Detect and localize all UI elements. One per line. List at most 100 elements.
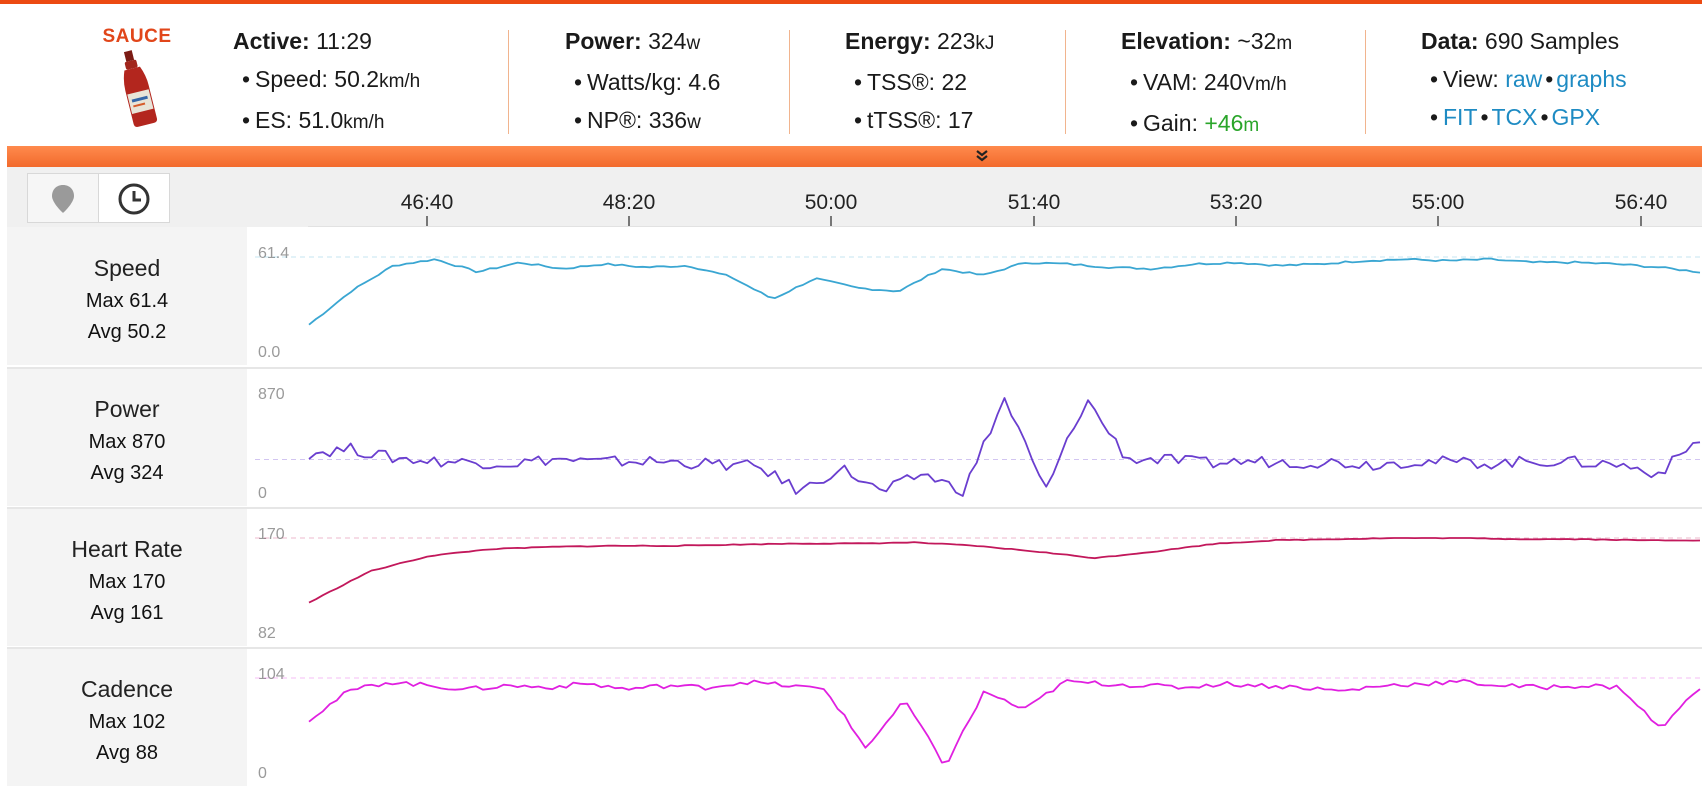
panel-separator (7, 507, 1702, 509)
collapse-header-bar[interactable] (7, 146, 1702, 167)
es-value: 51.0 (298, 107, 344, 133)
elevation-unit: m (1276, 33, 1293, 54)
summary-header: SAUCE Active: 11:29 • Speed: 50.2km/h • ES… (7, 4, 1702, 146)
sauce-logo-text: SAUCE (102, 26, 172, 47)
stat-divider (508, 30, 509, 134)
clock-icon (118, 183, 150, 215)
panel-avg: Avg 324 (90, 462, 164, 484)
stat-divider (789, 30, 790, 134)
graphs-link[interactable]: graphs (1556, 66, 1627, 92)
bullet: • (241, 107, 251, 133)
time-tick-mark (426, 216, 428, 226)
time-tick-label: 46:40 (400, 191, 454, 214)
time-tick-label: 56:40 (1614, 191, 1668, 214)
stat-divider (1365, 30, 1366, 134)
time-tick-label: 55:00 (1411, 191, 1465, 214)
panel-avg: Avg 161 (90, 602, 164, 624)
np-unit: w (687, 112, 701, 133)
stat-elevation: Elevation: ~32m • VAM: 240Vm/h • Gain: +46… (1121, 22, 1292, 145)
bullet: • (1129, 69, 1139, 95)
time-tick-mark (1640, 216, 1642, 226)
panel-label-speed: Speed Max 61.4 Avg 50.2 (7, 227, 247, 365)
time-tick-label: 50:00 (804, 191, 858, 214)
bullet: • (573, 107, 583, 133)
gain-value: +46 (1204, 110, 1244, 136)
time-tick-mark (1235, 216, 1237, 226)
panel-label-heart-rate: Heart Rate Max 170 Avg 161 (7, 508, 247, 646)
power-unit: w (686, 33, 701, 54)
panel-name: Heart Rate (71, 536, 183, 562)
axis-top-value: 870 (258, 386, 285, 403)
stat-energy: Energy: 223kJ • TSS®: 22 • tTSS®: 17 (845, 22, 994, 139)
panel-name: Speed (93, 255, 161, 281)
series-line-heart-rate (308, 537, 1701, 604)
raw-link[interactable]: raw (1505, 66, 1543, 92)
gain-label: Gain: (1143, 110, 1198, 136)
panel-label-power: Power Max 870 Avg 324 (7, 368, 247, 506)
vam-value: 240 (1203, 69, 1243, 95)
vam-unit: Vm/h (1242, 74, 1287, 95)
axis-bottom-value: 0 (258, 485, 267, 502)
series-line-cadence (308, 678, 1701, 764)
elevation-label: Elevation: (1121, 28, 1231, 54)
bullet: • (853, 107, 863, 133)
series-line-power (308, 397, 1701, 497)
bullet: • (1129, 110, 1139, 136)
time-tick-mark (1437, 216, 1439, 226)
wkg-label: Watts/kg: (587, 69, 682, 95)
axis-top-value: 170 (258, 526, 285, 543)
panel-max: Max 61.4 (85, 290, 169, 312)
panel-name: Cadence (80, 676, 174, 702)
tcx-link[interactable]: TCX (1491, 104, 1538, 130)
sauce-bottle-logo-icon (123, 50, 158, 127)
panel-name: Power (94, 396, 160, 422)
speed-label: Speed: (255, 66, 328, 92)
bullet: • (1540, 104, 1549, 130)
bullet: • (241, 66, 251, 92)
es-label: ES: (255, 107, 293, 133)
time-tick-mark (628, 216, 630, 226)
active-value: 11:29 (316, 28, 372, 54)
active-label: Active: (233, 28, 310, 54)
bullet: • (1545, 66, 1554, 92)
panel-max: Max 102 (88, 711, 166, 733)
stat-power: Power: 324w • Watts/kg: 4.6 • NP®: 336w (565, 22, 720, 142)
time-tick-label: 51:40 (1007, 191, 1061, 214)
fit-link[interactable]: FIT (1443, 104, 1478, 130)
energy-label: Energy: (845, 28, 931, 54)
np-label: NP®: (587, 107, 643, 133)
axis-bottom-value: 82 (258, 625, 276, 642)
panel-avg: Avg 88 (96, 742, 158, 764)
axis-bottom-value: 0 (258, 765, 267, 782)
time-view-button[interactable] (98, 173, 170, 223)
map-view-button[interactable] (27, 173, 99, 223)
axis-top-value: 104 (258, 666, 285, 683)
vam-label: VAM: (1143, 69, 1198, 95)
chart-toolbar (7, 167, 1702, 227)
ttss-label: tTSS®: (867, 107, 942, 133)
speed-value: 50.2 (334, 66, 380, 92)
view-label: View: (1443, 66, 1499, 92)
gpx-link[interactable]: GPX (1551, 104, 1601, 130)
data-label: Data: (1421, 28, 1479, 54)
elevation-value: ~32 (1237, 28, 1277, 54)
panel-max: Max 870 (88, 431, 166, 453)
gain-unit: m (1243, 115, 1260, 136)
energy-unit: kJ (975, 33, 995, 54)
np-value: 336 (648, 107, 688, 133)
data-value: 690 Samples (1484, 28, 1620, 54)
es-unit: km/h (343, 112, 385, 133)
power-value: 324 (648, 28, 687, 54)
tss-value: 22 (941, 69, 968, 95)
time-tick-label: 53:20 (1209, 191, 1263, 214)
power-label: Power: (565, 28, 642, 54)
time-axis-line (308, 226, 1702, 227)
series-line-speed (308, 257, 1701, 326)
panel-avg: Avg 50.2 (87, 321, 167, 343)
bullet: • (1429, 66, 1439, 92)
panel-label-cadence: Cadence Max 102 Avg 88 (7, 648, 247, 786)
bullet: • (1480, 104, 1489, 130)
time-tick-mark (1033, 216, 1035, 226)
time-tick-label: 48:20 (602, 191, 656, 214)
